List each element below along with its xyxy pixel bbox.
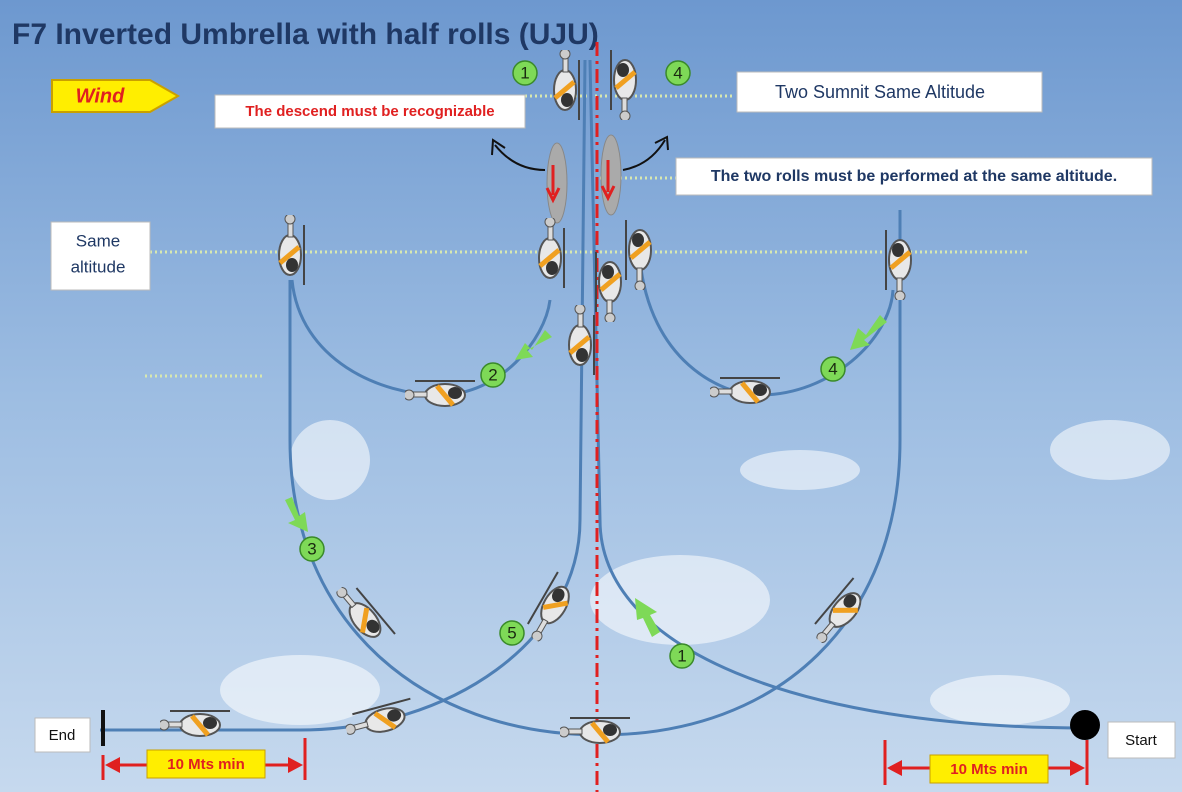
note-same-altitude: altitude (71, 257, 126, 276)
diagram: F7 Inverted Umbrella with half rolls (UJ… (0, 0, 1182, 792)
note-same-altitude: Same (76, 231, 120, 250)
roll-ellipse (601, 135, 621, 215)
step-number: 1 (520, 63, 529, 82)
step-number: 2 (488, 365, 497, 384)
title: F7 Inverted Umbrella with half rolls (UJ… (12, 18, 599, 51)
step-number: 4 (673, 63, 682, 82)
distance-label: 10 Mts min (167, 756, 245, 773)
distance-label: 10 Mts min (950, 761, 1028, 778)
step-number: 3 (307, 539, 316, 558)
end-label: End (49, 727, 76, 744)
start-point (1070, 710, 1100, 740)
note-summit: Two Sumnit Same Altitude (775, 82, 985, 102)
start-label: Start (1125, 732, 1158, 749)
step-number: 5 (507, 623, 516, 642)
step-number: 1 (677, 646, 686, 665)
note-descend: The descend must be recognizable (245, 103, 494, 120)
wind-label: Wind (76, 85, 125, 107)
roll-ellipse (547, 143, 567, 223)
note-rolls: The two rolls must be performed at the s… (711, 168, 1117, 185)
step-number: 4 (828, 359, 837, 378)
